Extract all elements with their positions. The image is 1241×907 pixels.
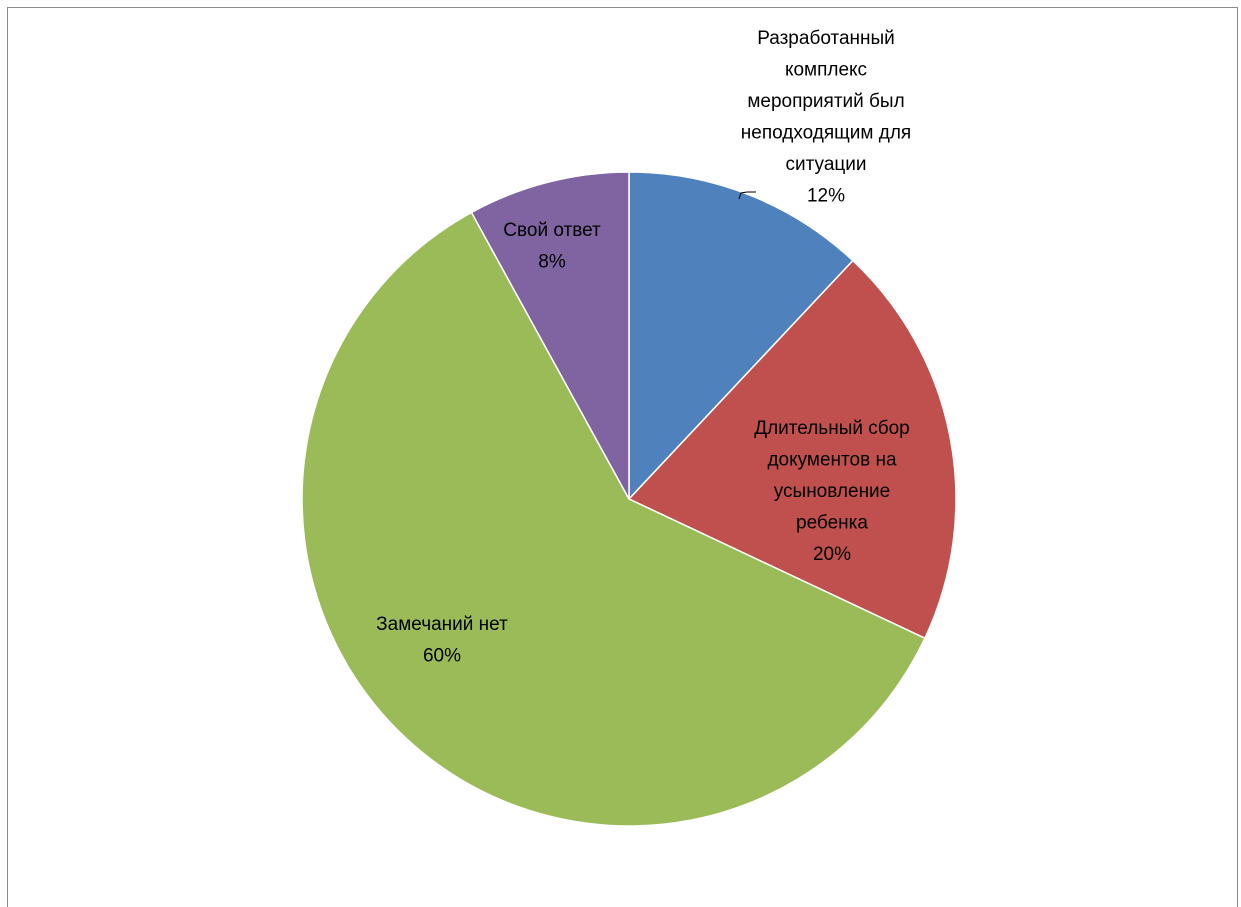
pie-slice-4 xyxy=(470,171,630,500)
data-label-percent: 8% xyxy=(538,252,566,273)
data-label-percent: 60% xyxy=(423,646,461,667)
data-label-line: документов на xyxy=(767,450,897,471)
data-label-line: Замечаний нет xyxy=(376,614,508,635)
data-label-line: Разработанный xyxy=(757,28,895,49)
data-label-percent: 20% xyxy=(813,544,851,565)
pie-slice-1 xyxy=(628,171,854,500)
data-label-line: мероприятий был xyxy=(747,91,904,112)
data-label-3: Замечаний нет 60% xyxy=(376,614,508,667)
data-label-line: неподходящим для xyxy=(741,123,911,144)
data-label-line: ситуации xyxy=(786,154,867,175)
pie-slice-2 xyxy=(628,259,957,639)
pie-slices xyxy=(301,171,957,827)
data-label-percent: 12% xyxy=(807,186,845,207)
data-label-line: комплекс xyxy=(785,60,867,81)
data-label-4: Свой ответ 8% xyxy=(503,220,601,273)
pie-slice-3 xyxy=(301,211,926,827)
data-label-line: Свой ответ xyxy=(503,220,601,241)
data-labels: Разработанный комплекс мероприятий был непо… xyxy=(376,28,911,667)
leader-line xyxy=(738,191,756,200)
data-label-line: Длительный сбор xyxy=(754,418,910,439)
data-label-line: ребенка xyxy=(796,513,868,534)
data-label-1: Разработанный комплекс мероприятий был непо… xyxy=(741,28,911,207)
data-label-line: усыновление xyxy=(774,481,891,502)
data-label-2: Длительный сбор документов на усыновление р… xyxy=(754,418,910,565)
